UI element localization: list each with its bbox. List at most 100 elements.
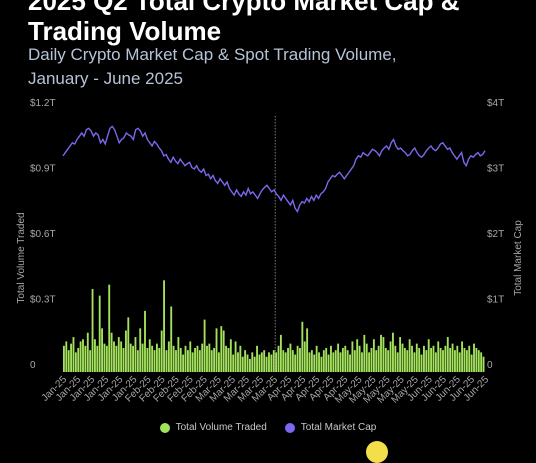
right-tick-label: $3T	[487, 164, 504, 175]
volume-bar	[313, 354, 316, 372]
volume-bar	[160, 330, 163, 372]
volume-bar	[365, 343, 368, 372]
volume-bar	[232, 354, 235, 372]
legend-item-market-cap[interactable]: Total Market Cap	[284, 422, 376, 433]
volume-bar	[89, 350, 92, 372]
volume-bar	[468, 345, 471, 372]
volume-bar	[182, 354, 185, 372]
volume-bar	[380, 334, 382, 372]
volume-bar	[320, 356, 323, 372]
volume-bar	[282, 350, 285, 372]
volume-bar	[299, 347, 301, 372]
volume-bar	[454, 350, 456, 372]
legend-volume-label: Total Volume Traded	[175, 422, 267, 433]
left-tick-label: 0	[30, 360, 36, 371]
volume-bar	[203, 319, 206, 372]
volume-bar	[420, 354, 423, 372]
volume-bar	[124, 330, 127, 372]
volume-bar	[227, 347, 230, 372]
volume-bar	[70, 343, 73, 372]
volume-bar	[372, 339, 375, 372]
volume-bar	[382, 337, 385, 372]
volume-bar	[346, 350, 349, 372]
volume-bar	[470, 354, 473, 372]
volume-bar	[208, 343, 211, 372]
volume-bar	[458, 352, 461, 372]
volume-bar	[206, 345, 208, 372]
volume-bar	[213, 347, 216, 372]
volume-bar	[201, 343, 204, 372]
volume-bar	[423, 345, 425, 372]
legend-item-volume[interactable]: Total Volume Traded	[159, 422, 267, 433]
volume-bar	[139, 328, 142, 372]
volume-bar	[406, 350, 409, 372]
volume-bar	[215, 328, 218, 372]
volume-bar	[368, 352, 371, 372]
volume-bar	[151, 345, 154, 372]
yellow-badge-icon	[366, 441, 388, 463]
right-tick-label: $4T	[487, 98, 504, 109]
volume-bar	[136, 350, 139, 372]
chart-title: 2025 Q2 Total Crypto Market Cap & Tradin…	[28, 0, 460, 46]
volume-bar	[251, 352, 254, 372]
volume-bar	[234, 341, 237, 372]
volume-bar	[258, 354, 261, 372]
volume-bar	[241, 356, 244, 372]
volume-bar	[153, 350, 156, 372]
volume-bar	[113, 341, 115, 372]
volume-bar	[392, 332, 394, 372]
volume-bar	[141, 343, 144, 372]
volume-bar	[444, 345, 447, 372]
volume-bar	[301, 321, 304, 372]
volume-bar	[427, 339, 430, 372]
volume-bar	[384, 347, 387, 372]
volume-bar	[148, 339, 151, 372]
volume-bar	[456, 345, 459, 372]
volume-bar	[325, 347, 328, 372]
volume-bar	[239, 345, 242, 372]
volume-bar	[389, 341, 392, 372]
right-tick-label: $2T	[487, 229, 504, 240]
volume-bar	[277, 345, 280, 372]
volume-bar	[84, 345, 87, 372]
volume-bar	[210, 350, 213, 372]
volume-bar	[275, 352, 278, 372]
volume-bar	[144, 310, 146, 372]
volume-bar	[103, 343, 106, 372]
volume-bar	[415, 343, 418, 372]
volume-bar	[353, 350, 356, 372]
volume-bar	[220, 326, 223, 372]
volume-bar	[229, 339, 232, 372]
volume-bar	[480, 352, 483, 372]
volume-bar	[344, 345, 347, 372]
volume-bar	[294, 354, 297, 372]
volume-bar	[396, 352, 399, 372]
volume-bar	[442, 350, 444, 372]
volume-bar	[334, 350, 337, 372]
volume-bar	[308, 352, 311, 372]
volume-bar	[96, 345, 99, 372]
volume-bar	[465, 350, 468, 372]
market-cap-line	[62, 125, 486, 214]
volume-bar	[105, 345, 108, 372]
volume-bar	[189, 341, 192, 372]
volume-bar	[108, 284, 111, 372]
volume-bar	[155, 343, 158, 372]
legend-market-cap-swatch	[284, 422, 295, 433]
chart-subtitle: Daily Crypto Market Cap & Spot Trading V…	[28, 45, 397, 88]
volume-bar	[434, 352, 437, 372]
volume-bar	[475, 347, 478, 372]
right-axis-title: Total Market Cap	[513, 220, 524, 296]
right-tick-label: 0	[487, 360, 493, 371]
volume-bar	[175, 350, 177, 372]
volume-bar	[67, 350, 70, 372]
volume-bar	[361, 352, 363, 372]
legend-volume-swatch	[159, 422, 170, 433]
volume-bar	[332, 352, 335, 372]
volume-bar	[268, 352, 270, 372]
volume-bar	[330, 345, 332, 372]
volume-bar	[425, 350, 428, 372]
volume-bar	[127, 317, 130, 372]
volume-bar	[217, 352, 220, 372]
volume-bar	[134, 337, 137, 372]
